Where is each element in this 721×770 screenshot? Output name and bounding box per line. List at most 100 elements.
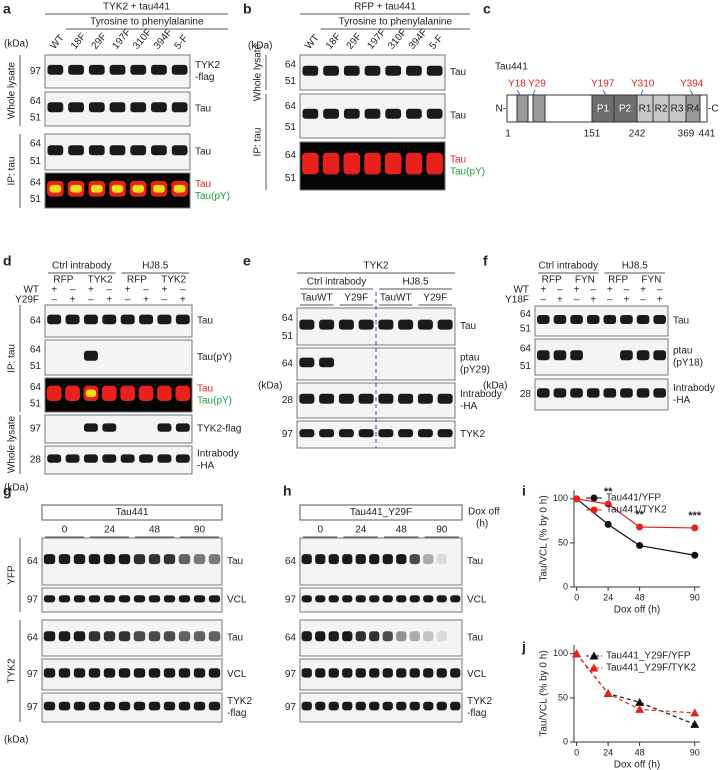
band (193, 701, 206, 711)
band-overlap (70, 184, 82, 193)
legend-marker (590, 494, 598, 502)
band (103, 554, 116, 565)
domain-label: P2 (619, 104, 632, 115)
genotype-sign: + (70, 295, 76, 306)
band (536, 388, 550, 398)
band (46, 385, 62, 401)
band (58, 668, 71, 678)
row-label: Tau (195, 104, 211, 115)
band (120, 314, 135, 325)
band (319, 357, 335, 368)
data-point (635, 704, 645, 713)
band (178, 668, 191, 678)
band (163, 701, 176, 711)
band (319, 319, 335, 330)
band (120, 385, 136, 401)
band (426, 65, 443, 76)
band (398, 319, 414, 330)
y-tick-label: 50 (558, 692, 568, 702)
significance: *** (688, 510, 702, 522)
band (193, 554, 206, 565)
row-label: Tau (467, 556, 483, 567)
panel-title: RFP + tau441 (354, 2, 416, 13)
band (409, 701, 420, 711)
band (636, 350, 650, 361)
band (343, 65, 360, 76)
band (118, 701, 131, 711)
band (338, 393, 354, 404)
band (385, 108, 402, 119)
subgroup-label: 0 (62, 525, 68, 536)
band (83, 423, 98, 432)
mw-marker: 64 (30, 382, 42, 393)
genotype-label: WT (23, 285, 39, 296)
row-label: Tau (197, 384, 213, 395)
lane-label: 394F (152, 27, 175, 52)
chart-0: i 0 50 100 0 24 48 90 Dox off (h) Tau/VCL (% by 0… (522, 483, 702, 616)
lane-label: 197F (365, 27, 388, 52)
band (570, 315, 583, 324)
band (58, 631, 71, 642)
genotype-sign: – (574, 295, 580, 306)
panel-title: TYK2 + tau441 (103, 2, 170, 13)
band (382, 701, 393, 711)
genotype-sign: – (143, 285, 149, 296)
mw-marker: 97 (285, 595, 297, 606)
subgroup-label: RFP (53, 275, 73, 286)
band (43, 668, 56, 678)
band (423, 631, 434, 642)
band (151, 102, 167, 113)
side-label: Whole lysate (7, 61, 18, 119)
data-point (636, 523, 644, 531)
band (396, 554, 407, 565)
row-label: Tau (467, 633, 483, 644)
genotype-sign: + (106, 295, 112, 306)
band (423, 595, 434, 603)
genotype-sign: + (624, 295, 630, 306)
data-point (690, 719, 700, 728)
genotype-label: WT (513, 285, 529, 296)
data-point (690, 708, 700, 717)
band (409, 668, 420, 678)
side-label: YFP (7, 565, 18, 585)
genotype-sign: + (607, 285, 613, 296)
band (101, 385, 117, 401)
row-label: (pY29) (460, 365, 490, 376)
legend-label: Tau441/TYK2 (606, 505, 667, 516)
mw-marker: 28 (30, 455, 42, 466)
band (138, 385, 154, 401)
band (208, 701, 221, 711)
band (406, 65, 422, 76)
row-label: Tau (195, 147, 211, 158)
note: (h) (476, 519, 488, 530)
band (378, 429, 394, 438)
band (43, 554, 56, 565)
band (118, 554, 131, 565)
panel-label: f (483, 253, 488, 269)
subgroup-label: 48 (149, 525, 161, 536)
band (450, 595, 461, 603)
band (406, 108, 422, 119)
site-label: Y29 (528, 79, 546, 90)
band (65, 454, 80, 463)
mw-marker: 51 (285, 173, 297, 184)
band (328, 701, 339, 711)
band (301, 554, 312, 565)
site-label: Y197 (591, 79, 615, 90)
band (315, 701, 326, 711)
band (109, 102, 126, 113)
band (148, 595, 161, 603)
row-label: -flag (227, 708, 246, 719)
band (65, 314, 80, 325)
band (369, 631, 380, 642)
mw-marker: 64 (285, 59, 297, 70)
band (102, 314, 117, 325)
band (103, 595, 116, 603)
band (178, 701, 191, 711)
genotype-sign: + (657, 295, 663, 306)
band (171, 145, 188, 156)
y-axis-title: Tau/VCL (% by 0 h) (539, 495, 550, 581)
band (301, 668, 312, 678)
